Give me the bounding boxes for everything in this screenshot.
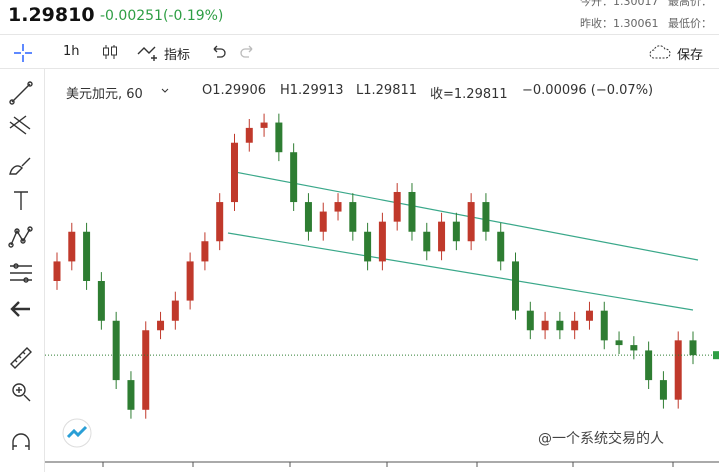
candle-body — [467, 202, 475, 242]
candle-body — [97, 281, 105, 321]
candle-body — [630, 345, 638, 351]
redo-icon[interactable] — [238, 43, 256, 59]
candle-body — [423, 231, 431, 252]
indicator-icon[interactable] — [137, 42, 161, 62]
cloud-icon[interactable] — [648, 44, 674, 60]
brush-tool[interactable] — [9, 157, 31, 175]
candle-body — [142, 330, 150, 410]
ruler-tool[interactable] — [10, 347, 32, 369]
candle-body — [290, 152, 298, 203]
candle-body — [349, 202, 357, 232]
candle-body — [260, 122, 268, 128]
candle-body — [674, 340, 682, 400]
open-label: 今开：1.30017 — [580, 0, 659, 8]
candle-body — [645, 350, 653, 381]
candle-type-icon[interactable] — [100, 42, 120, 62]
candle-body — [452, 221, 460, 242]
candle-body — [68, 231, 76, 262]
candle-body — [497, 231, 505, 262]
chart — [45, 113, 719, 467]
candle-body — [571, 320, 579, 331]
magnet-tool[interactable] — [12, 433, 30, 450]
price-change: -0.00251(-0.19%) — [100, 8, 224, 24]
candle-body — [304, 202, 312, 232]
logo — [62, 418, 92, 448]
legend-high: H1.29913 — [280, 83, 344, 98]
candle-body — [186, 261, 194, 301]
fib-tool[interactable] — [9, 115, 31, 135]
save-button[interactable]: 保存 — [677, 48, 704, 63]
candle-body — [600, 310, 608, 341]
dropdown-icon[interactable] — [160, 86, 170, 96]
divider — [0, 68, 719, 69]
divider — [44, 68, 45, 472]
interval-button[interactable]: 1h — [63, 44, 80, 59]
legend-close: 收=1.29811 — [430, 87, 508, 102]
candle-body — [245, 127, 253, 143]
candle-body — [157, 320, 165, 331]
candle-body — [364, 231, 372, 262]
candle-body — [171, 300, 179, 321]
candle-body — [127, 380, 135, 410]
channel-lower — [227, 232, 694, 311]
trend-line-tool[interactable] — [9, 81, 33, 105]
candle-body — [556, 320, 564, 331]
candle-body — [83, 231, 91, 281]
crosshair-icon[interactable] — [12, 42, 34, 64]
candle-body — [201, 241, 209, 262]
back-tool[interactable] — [10, 301, 30, 317]
candle-body — [334, 202, 342, 212]
prev-close-label: 昨收：1.30061 — [580, 17, 659, 30]
candle-body — [585, 310, 593, 321]
divider — [0, 34, 719, 35]
candle-body — [216, 202, 224, 242]
candle-body — [615, 340, 623, 346]
pattern-tool[interactable] — [8, 226, 33, 248]
candle-body — [482, 202, 490, 232]
undo-icon[interactable] — [210, 43, 228, 59]
candle-body — [512, 261, 520, 311]
watermark: @一个系统交易的人 — [538, 431, 664, 447]
last-price-marker — [713, 351, 719, 360]
candle-body — [112, 320, 120, 381]
candle-body — [526, 310, 534, 331]
zoom-tool[interactable] — [12, 383, 31, 402]
legend-open: O1.29906 — [202, 83, 266, 98]
high-label: 最高价： — [668, 0, 712, 8]
text-tool[interactable] — [14, 191, 28, 210]
candle-body — [408, 191, 416, 232]
candle-body — [689, 340, 697, 356]
legend-low: L1.29811 — [356, 83, 418, 98]
candle-body — [541, 320, 549, 331]
indicators-button[interactable]: 指标 — [164, 48, 191, 63]
candle-body — [319, 211, 327, 232]
legend-change: −0.00096 (−0.07%) — [522, 83, 654, 98]
channel-upper — [234, 171, 699, 261]
measure-tool[interactable] — [10, 263, 32, 283]
candle-body — [378, 221, 386, 262]
candle-body — [659, 380, 667, 400]
candle-body — [275, 122, 283, 153]
low-label: 最低价： — [668, 17, 712, 30]
symbol-label[interactable]: 美元加元, 60 — [66, 87, 143, 102]
candle-body — [393, 191, 401, 222]
last-price: 1.29810 — [8, 4, 95, 26]
drawing-toolbar — [8, 81, 33, 450]
candle-body — [438, 221, 446, 252]
candle-body — [53, 261, 61, 281]
candle-body — [230, 142, 238, 203]
